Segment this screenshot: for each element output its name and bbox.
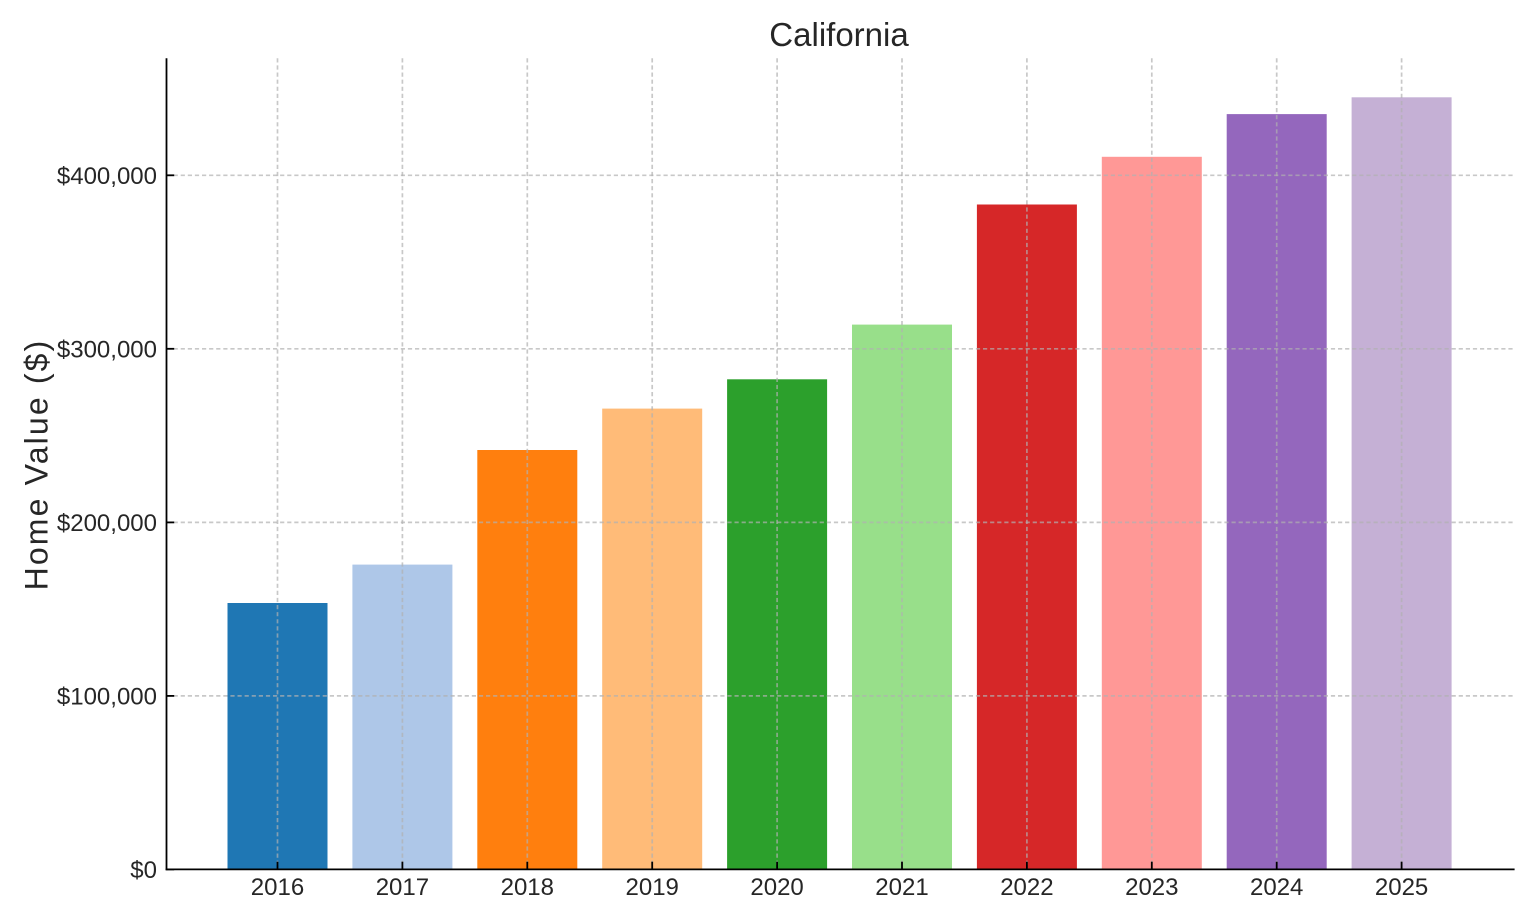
svg-text:2025: 2025 (1375, 874, 1428, 901)
svg-text:$0: $0 (130, 857, 157, 884)
svg-text:2024: 2024 (1250, 874, 1303, 901)
svg-text:Home Value ($): Home Value ($) (19, 339, 55, 591)
svg-text:2021: 2021 (875, 874, 928, 901)
svg-text:2017: 2017 (376, 874, 429, 901)
svg-text:$400,000: $400,000 (57, 163, 157, 190)
svg-text:California: California (769, 16, 909, 53)
svg-text:$200,000: $200,000 (57, 510, 157, 537)
svg-text:2023: 2023 (1125, 874, 1178, 901)
svg-text:2020: 2020 (750, 874, 803, 901)
svg-text:2022: 2022 (1000, 874, 1053, 901)
svg-text:$300,000: $300,000 (57, 337, 157, 364)
svg-text:2018: 2018 (501, 874, 554, 901)
svg-text:2016: 2016 (251, 874, 304, 901)
svg-text:2019: 2019 (626, 874, 679, 901)
svg-text:$100,000: $100,000 (57, 684, 157, 711)
